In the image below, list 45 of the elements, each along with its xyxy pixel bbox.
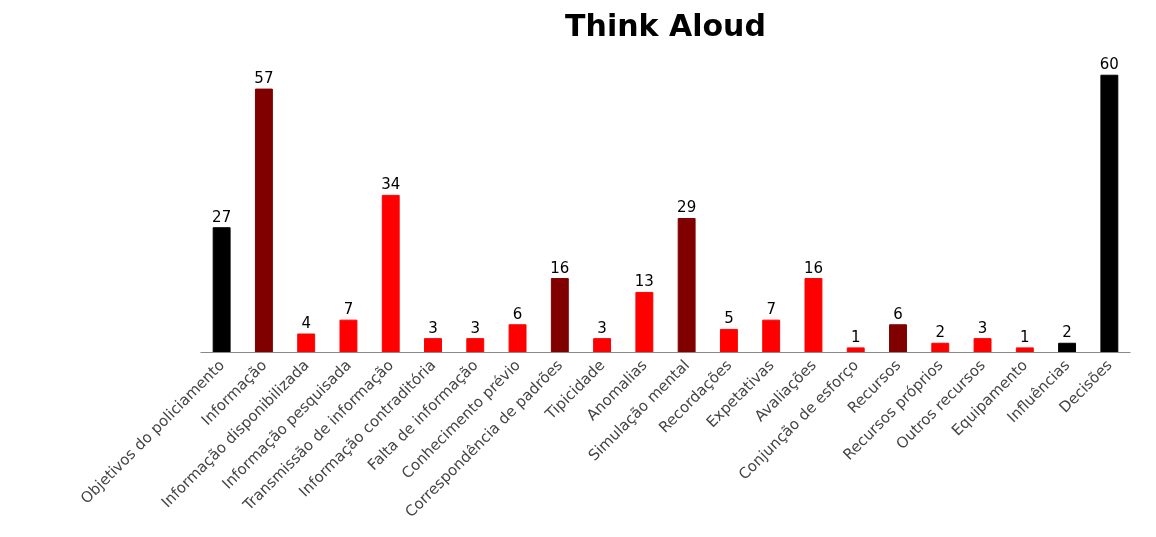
data-label: 57 — [254, 69, 274, 88]
bar — [1100, 74, 1119, 353]
bar — [635, 291, 654, 353]
bar — [381, 194, 400, 353]
data-label: 29 — [677, 198, 697, 217]
bar — [508, 324, 527, 353]
bar — [550, 278, 569, 353]
data-label: 16 — [550, 258, 570, 277]
chart-title: Think Aloud — [565, 7, 766, 43]
bar — [931, 342, 950, 353]
bar — [254, 88, 273, 353]
bar — [889, 324, 907, 353]
data-label: 13 — [634, 272, 654, 291]
data-label: 34 — [381, 175, 401, 194]
bar — [973, 338, 992, 353]
data-label: 3 — [470, 318, 481, 337]
data-label: 16 — [803, 258, 823, 277]
data-label: 27 — [212, 207, 232, 226]
data-label: 1 — [1020, 327, 1030, 346]
data-label: 5 — [724, 309, 734, 328]
data-label: 3 — [597, 318, 607, 337]
bar — [1015, 347, 1034, 353]
bar — [677, 217, 696, 353]
data-label: 3 — [428, 318, 438, 337]
data-label: 4 — [301, 314, 311, 333]
bar — [846, 347, 865, 353]
bar — [212, 227, 231, 353]
bar — [1058, 342, 1077, 353]
bar — [339, 319, 358, 353]
data-label: 7 — [766, 300, 776, 319]
data-label: 6 — [893, 304, 903, 323]
data-label: 7 — [343, 300, 354, 319]
data-label: 3 — [977, 318, 988, 337]
bar — [719, 328, 738, 353]
bar — [762, 319, 781, 353]
bar — [593, 338, 612, 353]
data-label: 1 — [850, 327, 861, 346]
bar — [297, 333, 316, 353]
data-label: 2 — [1062, 323, 1072, 342]
data-label: 60 — [1099, 55, 1119, 74]
bar — [466, 338, 485, 353]
bar — [804, 278, 823, 353]
data-label: 2 — [935, 323, 946, 342]
bar — [424, 338, 442, 353]
data-label: 6 — [512, 304, 523, 323]
